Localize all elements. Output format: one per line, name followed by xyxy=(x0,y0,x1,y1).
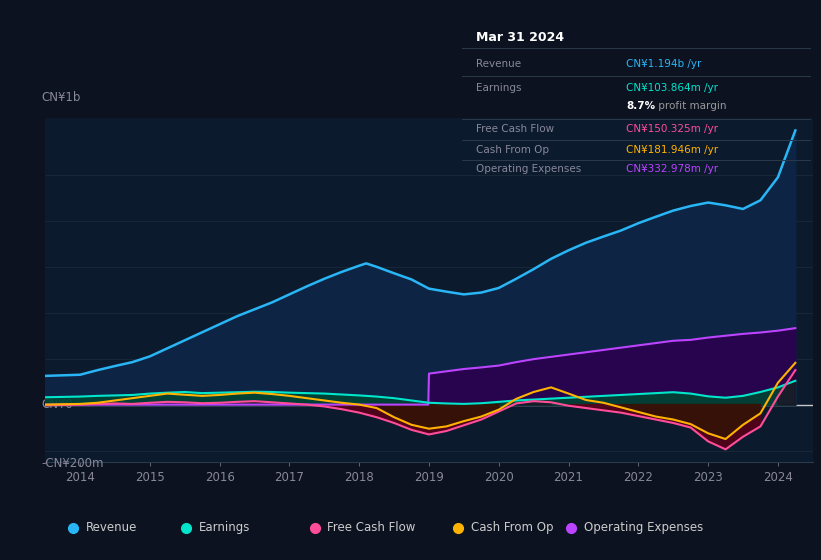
Text: -CN¥200m: -CN¥200m xyxy=(41,458,103,470)
Text: CN¥103.864m /yr: CN¥103.864m /yr xyxy=(626,83,718,93)
Text: CN¥1b: CN¥1b xyxy=(41,91,80,104)
Text: Free Cash Flow: Free Cash Flow xyxy=(328,521,415,534)
Text: Operating Expenses: Operating Expenses xyxy=(476,164,581,174)
Text: Operating Expenses: Operating Expenses xyxy=(585,521,704,534)
Text: Revenue: Revenue xyxy=(85,521,137,534)
Text: Mar 31 2024: Mar 31 2024 xyxy=(476,31,564,44)
Text: CN¥0: CN¥0 xyxy=(41,398,73,411)
Text: Revenue: Revenue xyxy=(476,59,521,69)
Text: CN¥332.978m /yr: CN¥332.978m /yr xyxy=(626,164,718,174)
Text: profit margin: profit margin xyxy=(655,100,727,110)
Text: 8.7%: 8.7% xyxy=(626,100,655,110)
Text: Earnings: Earnings xyxy=(476,83,521,93)
Text: Free Cash Flow: Free Cash Flow xyxy=(476,124,554,134)
Text: Cash From Op: Cash From Op xyxy=(476,145,549,155)
Text: CN¥150.325m /yr: CN¥150.325m /yr xyxy=(626,124,718,134)
Text: CN¥1.194b /yr: CN¥1.194b /yr xyxy=(626,59,702,69)
Text: Earnings: Earnings xyxy=(199,521,250,534)
Text: Cash From Op: Cash From Op xyxy=(471,521,553,534)
Text: CN¥181.946m /yr: CN¥181.946m /yr xyxy=(626,145,718,155)
